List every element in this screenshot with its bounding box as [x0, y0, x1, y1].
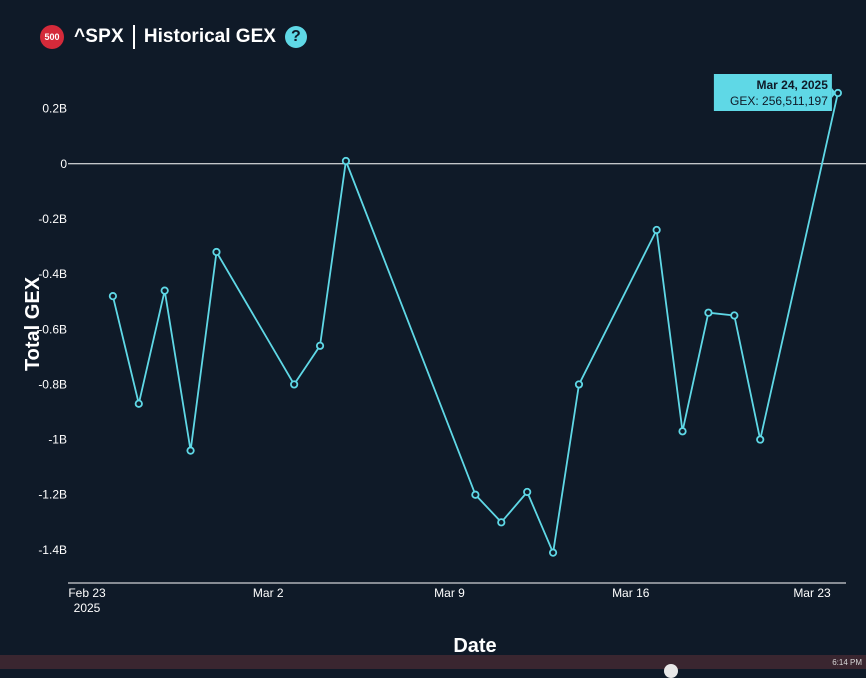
tooltip-pointer: [831, 88, 836, 99]
y-tick-label: -0.6B: [38, 322, 67, 336]
data-point: [704, 308, 713, 317]
data-point: [548, 548, 558, 557]
data-point: [290, 380, 299, 389]
data-point: [730, 311, 739, 320]
spx-500-badge-icon: 500: [40, 25, 64, 49]
data-point: [523, 487, 532, 497]
taskbar-app-icon[interactable]: [664, 664, 678, 678]
data-point: [134, 399, 143, 408]
y-tick-label: -0.2B: [38, 212, 67, 226]
gex-series-line: [112, 92, 839, 554]
tooltip-value: GEX: 256,511,197: [730, 94, 828, 108]
data-point: [186, 446, 195, 455]
x-axis-title: Date: [453, 635, 496, 657]
chart-header: 500 ^SPX Historical GEX ?: [40, 22, 307, 52]
data-point: [652, 225, 661, 235]
data-point: [212, 247, 221, 257]
x-tick-label: Feb 23: [68, 586, 106, 600]
chart-title: Historical GEX: [143, 26, 276, 47]
y-tick-label: -0.4B: [38, 267, 67, 281]
x-tick-label: Mar 16: [612, 586, 650, 600]
data-point: [756, 435, 765, 444]
taskbar: [0, 655, 866, 669]
y-axis-title: Total GEX: [22, 276, 44, 371]
data-point: [574, 380, 584, 389]
data-point: [471, 490, 480, 499]
data-point: [497, 518, 506, 527]
data-point: [341, 156, 351, 166]
data-point: [315, 341, 325, 350]
tooltip-box: [713, 74, 832, 111]
x-tick-label: Mar 2: [253, 586, 284, 600]
x-tick-sublabel: 2025: [74, 601, 101, 615]
y-tick-label: 0.2B: [42, 102, 67, 116]
help-icon[interactable]: ?: [284, 26, 307, 48]
tooltip-date: Mar 24, 2025: [757, 78, 829, 92]
y-tick-label: -1.4B: [38, 543, 67, 557]
x-tick-label: Mar 9: [434, 586, 465, 600]
y-tick-label: -0.8B: [38, 377, 67, 391]
title-divider: [132, 25, 135, 49]
data-point: [160, 286, 169, 295]
y-tick-label: -1.2B: [38, 488, 67, 502]
x-tick-label: Mar 23: [793, 586, 831, 600]
data-point: [108, 292, 117, 301]
taskbar-clock: 6:14 PM: [832, 658, 862, 667]
data-point: [678, 427, 687, 436]
y-tick-label: 0: [60, 157, 67, 171]
ticker-symbol: ^SPX: [74, 26, 124, 47]
y-tick-label: -1B: [48, 433, 67, 447]
